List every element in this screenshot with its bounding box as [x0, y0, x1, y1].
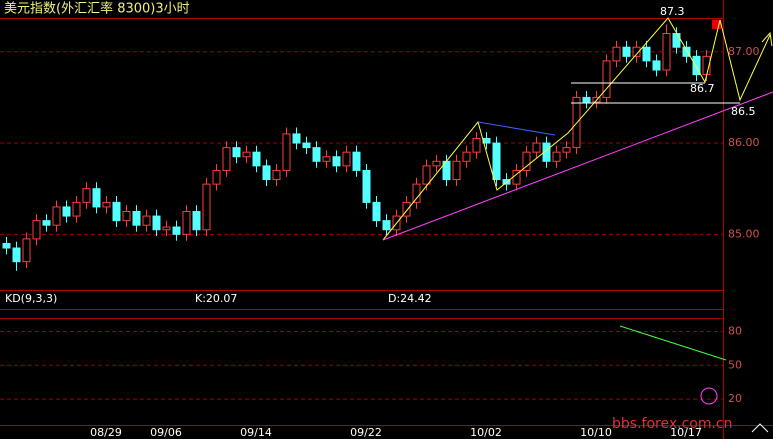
marker [712, 20, 721, 29]
candle-body [452, 160, 461, 181]
candle-body [342, 151, 351, 167]
candle-body [582, 96, 591, 103]
candle-body [522, 151, 531, 171]
trend-line [382, 91, 773, 241]
candle-body [462, 151, 471, 162]
candle-body [32, 220, 41, 240]
candle-body [362, 169, 371, 203]
candle-body [622, 46, 631, 57]
candle-body [632, 46, 641, 57]
legend-entry: K:20.07 [195, 292, 237, 305]
candle-body [422, 165, 431, 185]
annotation: 86.5 [731, 105, 756, 118]
candle-body [552, 151, 561, 162]
candle-body [22, 238, 31, 263]
candle-body [302, 142, 311, 149]
candle-body [142, 215, 151, 226]
candle-body [42, 220, 51, 226]
candle-body [692, 55, 701, 76]
candle-body [82, 188, 91, 203]
highlight-circle [700, 387, 718, 405]
candle-body [182, 211, 191, 235]
candle-body [682, 46, 691, 57]
candle-body [122, 211, 131, 222]
candle-body [112, 201, 121, 222]
candle-body [672, 33, 681, 48]
y-tick-label: 50 [728, 358, 742, 371]
arrow-head [761, 31, 773, 47]
trend-line [382, 17, 771, 241]
candle-body [152, 215, 161, 231]
candle-body [162, 226, 171, 231]
candle-body [222, 147, 231, 171]
candle-body [312, 147, 321, 162]
trend-line [619, 325, 727, 361]
candle-body [372, 201, 381, 222]
y-tick-label: 20 [728, 392, 742, 405]
candle-body [252, 151, 261, 167]
candle-body [602, 60, 611, 98]
candle-body [432, 160, 441, 167]
candle-body [532, 142, 541, 153]
candle-body [662, 33, 671, 71]
trend-line [477, 121, 556, 136]
y-tick-label: 80 [728, 325, 742, 338]
x-tick-label: 09/06 [150, 426, 182, 439]
candle-body [352, 151, 361, 171]
candle-body [172, 226, 181, 235]
x-tick-label: 09/14 [240, 426, 272, 439]
indicator-title: KD(9,3,3) [5, 292, 57, 305]
trend-lines [382, 17, 773, 433]
candle-body [412, 183, 421, 203]
y-tick-label: 85.00 [728, 227, 760, 240]
x-tick-label: 09/22 [350, 426, 382, 439]
x-tick-label: 10/17 [670, 426, 702, 439]
candle-body [322, 156, 331, 162]
candle-body [292, 133, 301, 144]
candle-body [642, 46, 651, 62]
y-tick-label: 87.00 [728, 45, 760, 58]
candle-body [232, 147, 241, 158]
candle-body [242, 151, 251, 158]
candle-body [202, 183, 211, 231]
candle-body [542, 142, 551, 162]
annotation: 86.7 [690, 82, 715, 95]
legend-entry: D:24.42 [388, 292, 432, 305]
candle-body [2, 242, 11, 249]
watermark: bbs.forex.com.cn [612, 416, 732, 432]
candle-body [62, 206, 71, 217]
x-tick-label: 10/02 [470, 426, 502, 439]
candle-body [282, 133, 291, 171]
candle-body [612, 46, 621, 62]
candle-body [12, 247, 21, 263]
annotation: 87.3 [660, 5, 685, 18]
candle-body [192, 211, 201, 231]
x-tick-label: 10/10 [580, 426, 612, 439]
candle-body [562, 147, 571, 153]
x-tick-label: 08/29 [90, 426, 122, 439]
scroll-icon [751, 423, 769, 433]
candle-body [132, 211, 141, 226]
candle-body [52, 206, 61, 226]
candle-body [492, 142, 501, 181]
candle-body [262, 165, 271, 181]
y-tick-label: 86.00 [728, 136, 760, 149]
candle-body [92, 188, 101, 208]
candle-body [382, 220, 391, 231]
candle-body [472, 137, 481, 153]
plot: 85.00 86.00 87.00 08/29 09/06 09/14 09/22 10/02… [0, 24, 760, 439]
chart-title: 美元指数(外汇汇率 8300)3小时 [4, 1, 190, 17]
candle-body [102, 201, 111, 208]
candle-body [652, 60, 661, 71]
candle-body [72, 201, 81, 217]
candle-body [212, 169, 221, 185]
candle-body [332, 156, 341, 167]
candle-body [272, 169, 281, 181]
candle-body [402, 201, 411, 217]
